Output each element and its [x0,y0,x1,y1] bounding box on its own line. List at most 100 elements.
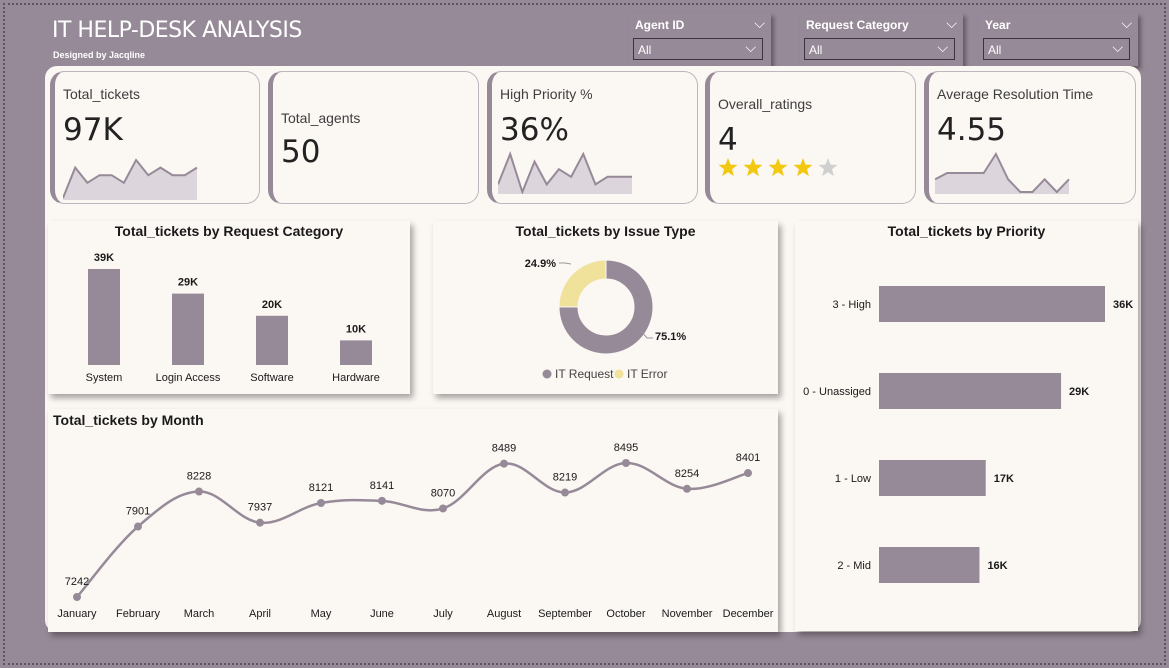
data-label: 17K [994,473,1014,485]
data-label: 29K [1069,386,1089,398]
slicer-label: Request Category [806,18,909,32]
kpi-label: Total_tickets [63,86,141,102]
legend-label: IT Request [555,367,614,381]
data-point [622,459,630,467]
data-point [317,498,325,507]
tick-label: Software [250,372,293,384]
priority-chart[interactable]: Total_tickets by Priority 3 - High 36K 0 -… [795,221,1138,631]
donut-slice [558,259,654,355]
sparkline-area [63,160,197,200]
tick-label: 2 - Mid [837,560,871,572]
hbar-chart-svg: 3 - High 36K 0 - Unassiged 29K 1 - Low 17K 2 -… [803,286,1133,583]
tick-label: October [606,608,645,620]
data-point [73,593,81,601]
kpi-avg-resolution[interactable]: Average Resolution Time 4.55 [924,71,1136,204]
year-slicer[interactable]: Year ⌵ All ⌵ [979,13,1138,66]
slicer-label: Agent ID [635,18,685,32]
dropdown-arrow-icon: ⌵ [1112,39,1123,55]
month-chart[interactable]: Total_tickets by Month 7242 January 7901 Fe… [48,409,778,632]
data-label: 8401 [736,452,760,464]
kpi-label: Overall_ratings [718,96,813,112]
bar [256,315,288,365]
tick-label: January [57,608,97,620]
slicer-value: All [638,43,652,57]
chart-title: Total_tickets by Request Category [114,223,344,239]
chevron-down-icon[interactable]: ⌵ [1121,15,1132,31]
donut-chart-svg: 75.1% 24.9% IT Request IT Error [525,258,687,381]
bar [172,293,204,365]
tick-label: Login Access [156,372,221,384]
chart-title: Total_tickets by Issue Type [515,223,696,239]
kpi-label: Average Resolution Time [937,86,1094,102]
data-label: 24.9% [525,258,556,270]
data-label: 16K [987,560,1007,572]
chevron-down-icon[interactable]: ⌵ [754,15,765,31]
tick-label: February [116,608,161,620]
slicer-label: Year [985,18,1011,32]
kpi-total-agents[interactable]: Total_agents 50 [268,71,479,204]
request-category-chart[interactable]: Total_tickets by Request Category 39K Sys… [48,221,410,394]
sparkline [63,158,198,200]
data-label: 8219 [553,472,577,484]
tick-label: System [86,372,123,384]
kpi-overall-ratings[interactable]: Overall_ratings 4 [705,71,916,204]
page-subtitle: Designed by Jacqline [53,50,146,60]
tick-label: November [662,608,713,620]
data-label: 10K [346,323,366,335]
tick-label: August [487,608,521,620]
data-label: 7937 [248,502,272,514]
star-icon [743,158,763,177]
sparkline [498,151,632,194]
slicer-value: All [988,43,1002,57]
data-label: 8070 [431,487,455,499]
slicer-value: All [809,43,823,57]
chart-title: Total_tickets by Priority [887,223,1046,239]
bar-chart-svg: 39K System 29K Login Access 20K Software 10K Ha… [86,252,380,384]
data-point [561,488,569,497]
bar [879,460,986,496]
data-point [683,484,691,493]
kpi-label: Total_agents [281,110,361,126]
data-label: 8141 [370,480,394,492]
data-label: 75.1% [655,331,686,343]
data-label: 8228 [187,471,211,483]
agent-id-dropdown[interactable]: All ⌵ [633,38,763,60]
data-point [256,518,264,527]
chevron-down-icon[interactable]: ⌵ [946,15,957,31]
bar [879,547,980,583]
dropdown-arrow-icon: ⌵ [745,39,756,55]
tick-label: June [370,608,394,620]
star-icon [793,158,813,177]
chart-title: Total_tickets by Month [53,412,204,428]
kpi-high-priority[interactable]: High Priority % 36% [487,71,698,204]
tick-label: July [433,608,453,620]
year-dropdown[interactable]: All ⌵ [983,38,1130,60]
bar [879,286,1105,322]
data-point [500,459,508,468]
star-icon [718,158,738,177]
kpi-value: 50 [281,134,321,170]
data-label: 7242 [65,576,89,588]
page-title: IT HELP-DESK ANALYSIS [52,18,302,43]
data-label: 39K [94,252,114,264]
agent-id-slicer[interactable]: Agent ID ⌵ All ⌵ [629,13,771,66]
request-category-dropdown[interactable]: All ⌵ [804,38,955,60]
data-label: 8121 [309,482,333,494]
data-label: 20K [262,299,282,311]
kpi-value: 4 [718,122,738,158]
legend-marker [614,369,624,379]
tick-label: April [249,608,271,620]
tick-label: 0 - Unassiged [803,386,871,398]
kpi-total-tickets[interactable]: Total_tickets 97K [50,71,260,204]
leader-line [559,262,572,265]
issue-type-chart[interactable]: Total_tickets by Issue Type 75.1% 24.9% IT… [433,221,778,394]
kpi-value: 97K [63,112,123,148]
data-label: 29K [178,277,198,289]
tick-label: December [723,608,774,620]
kpi-value: 36% [500,112,569,148]
sparkline-line [498,151,632,194]
dropdown-arrow-icon: ⌵ [937,39,948,55]
data-label: 8495 [614,442,638,454]
sparkline [935,151,1070,194]
request-category-slicer[interactable]: Request Category ⌵ All ⌵ [800,13,963,66]
